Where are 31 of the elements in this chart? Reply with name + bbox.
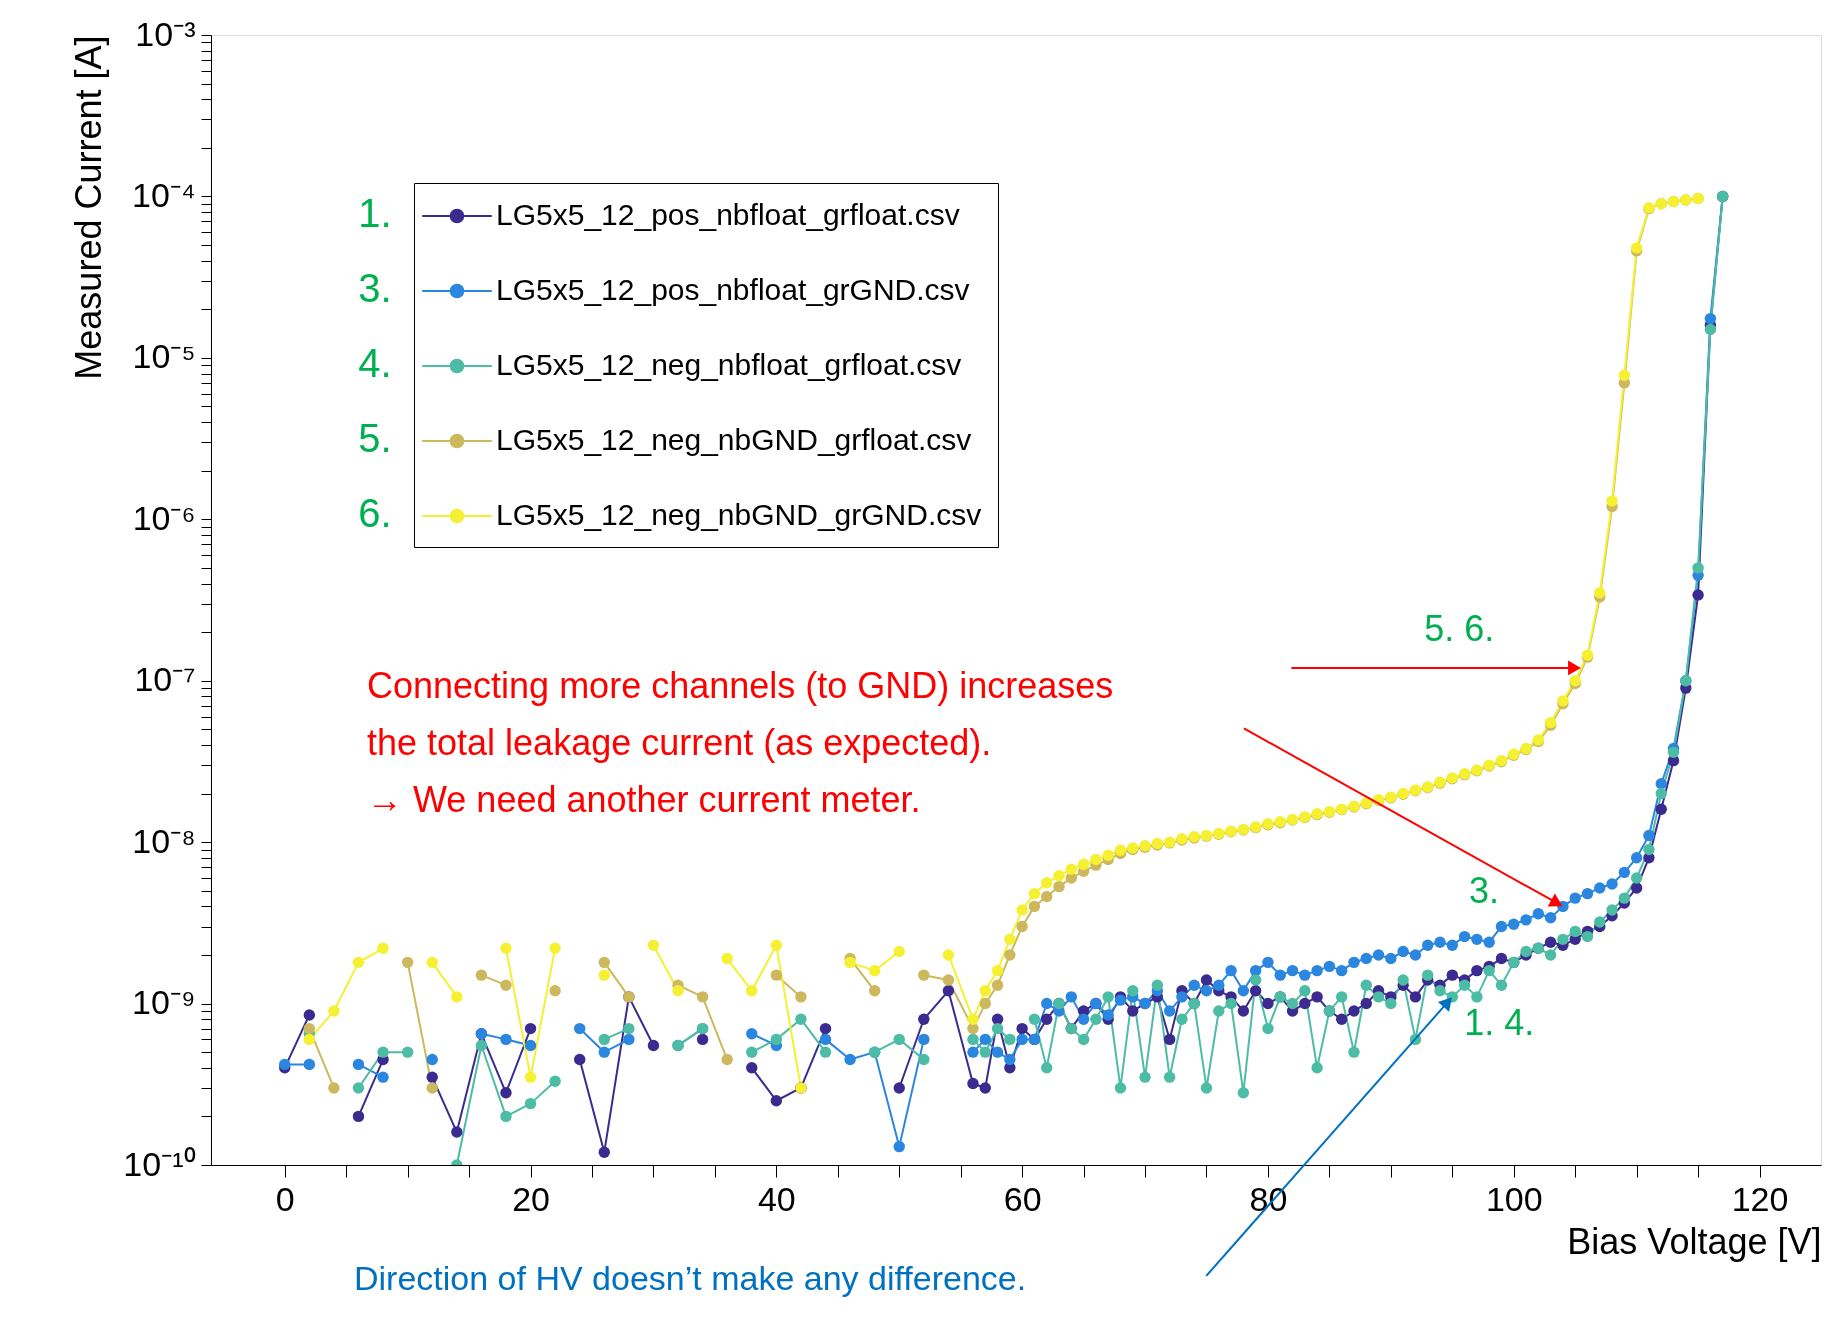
y-tick-label: 10⁻³ bbox=[135, 14, 196, 53]
x-axis-title: Bias Voltage [V] bbox=[1567, 1220, 1822, 1262]
y-tick-label: 10⁻¹⁰ bbox=[123, 1144, 196, 1183]
annotation: 3. bbox=[358, 266, 392, 310]
legend-label: LG5x5_12_neg_nbfloat_grfloat.csv bbox=[496, 348, 962, 381]
x-tick-label: 60 bbox=[1003, 1179, 1042, 1218]
y-tick-label: 10⁻⁹ bbox=[132, 983, 196, 1022]
annotation: 4. bbox=[358, 341, 392, 385]
y-tick-label: 10⁻⁸ bbox=[132, 821, 196, 860]
annotation: Connecting more channels (to GND) increases the total leakage current (as expected). → We need another current meter. bbox=[367, 665, 1114, 820]
y-axis-title: Measured Current [A] bbox=[68, 35, 110, 380]
text: Direction of HV doesn’t make any difference. bbox=[354, 1259, 1027, 1297]
annotation: 1. bbox=[358, 191, 392, 235]
x-tick-label: 20 bbox=[512, 1179, 550, 1218]
x-tick-label: 40 bbox=[757, 1179, 796, 1218]
annotation: 5. 6. bbox=[1424, 607, 1495, 649]
legend-label: LG5x5_12_pos_nbfloat_grfloat.csv bbox=[496, 198, 960, 231]
y-tick-label: 10⁻⁷ bbox=[134, 660, 196, 699]
x-tick-label: 0 bbox=[275, 1179, 295, 1218]
y-tick-label: 10⁻⁶ bbox=[132, 498, 196, 537]
legend-label: LG5x5_12_neg_nbGND_grGND.csv bbox=[496, 498, 982, 531]
legend-label: LG5x5_12_pos_nbfloat_grGND.csv bbox=[496, 273, 970, 306]
y-tick-label: 10⁻⁴ bbox=[132, 175, 196, 214]
legend-label: LG5x5_12_neg_nbGND_grfloat.csv bbox=[496, 423, 972, 456]
annotation: 5. bbox=[358, 416, 392, 460]
annotation: 3. bbox=[1468, 870, 1499, 912]
annotation: 1. 4. bbox=[1464, 1001, 1535, 1043]
x-tick-label: 100 bbox=[1485, 1179, 1543, 1218]
annotation: 6. bbox=[358, 491, 392, 535]
y-tick-label: 10⁻⁵ bbox=[132, 337, 196, 376]
x-tick-label: 120 bbox=[1731, 1179, 1789, 1218]
